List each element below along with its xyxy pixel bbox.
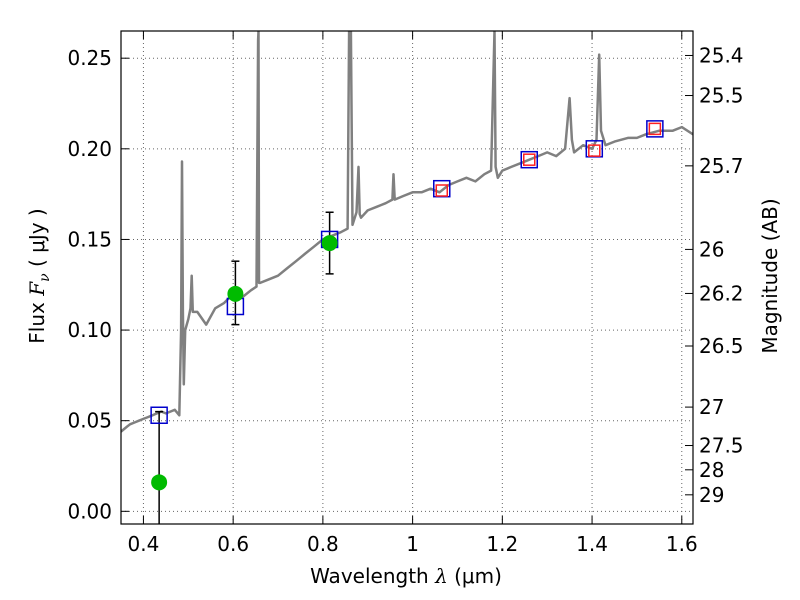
model-photometry-inner-square: [435, 184, 449, 197]
observed-photometry-point: [227, 285, 244, 302]
y2-tick-label: 26: [699, 237, 724, 261]
y-tick-label: 0.15: [67, 227, 112, 251]
model-photometry-inner-square: [523, 153, 536, 166]
y-tick-label: 0.10: [67, 318, 112, 342]
y-tick-label: 0.25: [67, 46, 112, 70]
model-spectrum-line: [121, 31, 693, 433]
y-tick-label: 0.05: [67, 409, 112, 433]
x-tick-label: 1.4: [576, 532, 608, 556]
y2-axis-label: Magnitude (AB): [758, 198, 782, 353]
y-axis-label: Flux Fν ( μJy ): [25, 208, 53, 343]
y2-tick-label: 25.5: [699, 84, 744, 108]
observed-photometry-point: [321, 235, 338, 252]
model-photometry-square: [150, 406, 168, 424]
y2-tick-label: 29: [699, 483, 724, 507]
plot-area: [121, 31, 693, 524]
x-tick-label: 1.6: [666, 532, 698, 556]
model-photometry-square: [520, 150, 539, 169]
y2-tick-label: 25.7: [699, 154, 744, 178]
y2-tick-label: 26.2: [699, 281, 744, 305]
x-tick-label: 1.2: [486, 532, 518, 556]
model-photometry-inner-square: [648, 122, 662, 136]
x-axis-label: Wavelength λ (μm): [310, 564, 502, 588]
y2-tick-label: 28: [699, 458, 724, 482]
x-tick-label: 0.6: [217, 532, 249, 556]
y2-tick-label: 26.5: [699, 334, 744, 358]
x-tick-label: 0.8: [307, 532, 339, 556]
plot-frame: [120, 30, 694, 525]
axes: 0.4 0.6 0.8 1 1.2 1.4 1.6 0.00 0.05 0.10 0.15 0.20 0…: [67, 30, 744, 556]
observed-photometry-point: [151, 474, 168, 491]
x-tick-label: 1: [406, 532, 419, 556]
model-photometry-inner-square: [588, 144, 601, 157]
y-tick-label: 0.20: [67, 137, 112, 161]
y2-tick-label: 27.5: [699, 434, 744, 458]
y2-tick-label: 27: [699, 395, 724, 419]
x-tick-label: 0.4: [128, 532, 160, 556]
grid-lines: [121, 31, 693, 524]
y-tick-label: 0.00: [67, 499, 112, 523]
model-photometry-square: [646, 120, 664, 138]
y2-tick-label: 25.4: [699, 43, 744, 67]
